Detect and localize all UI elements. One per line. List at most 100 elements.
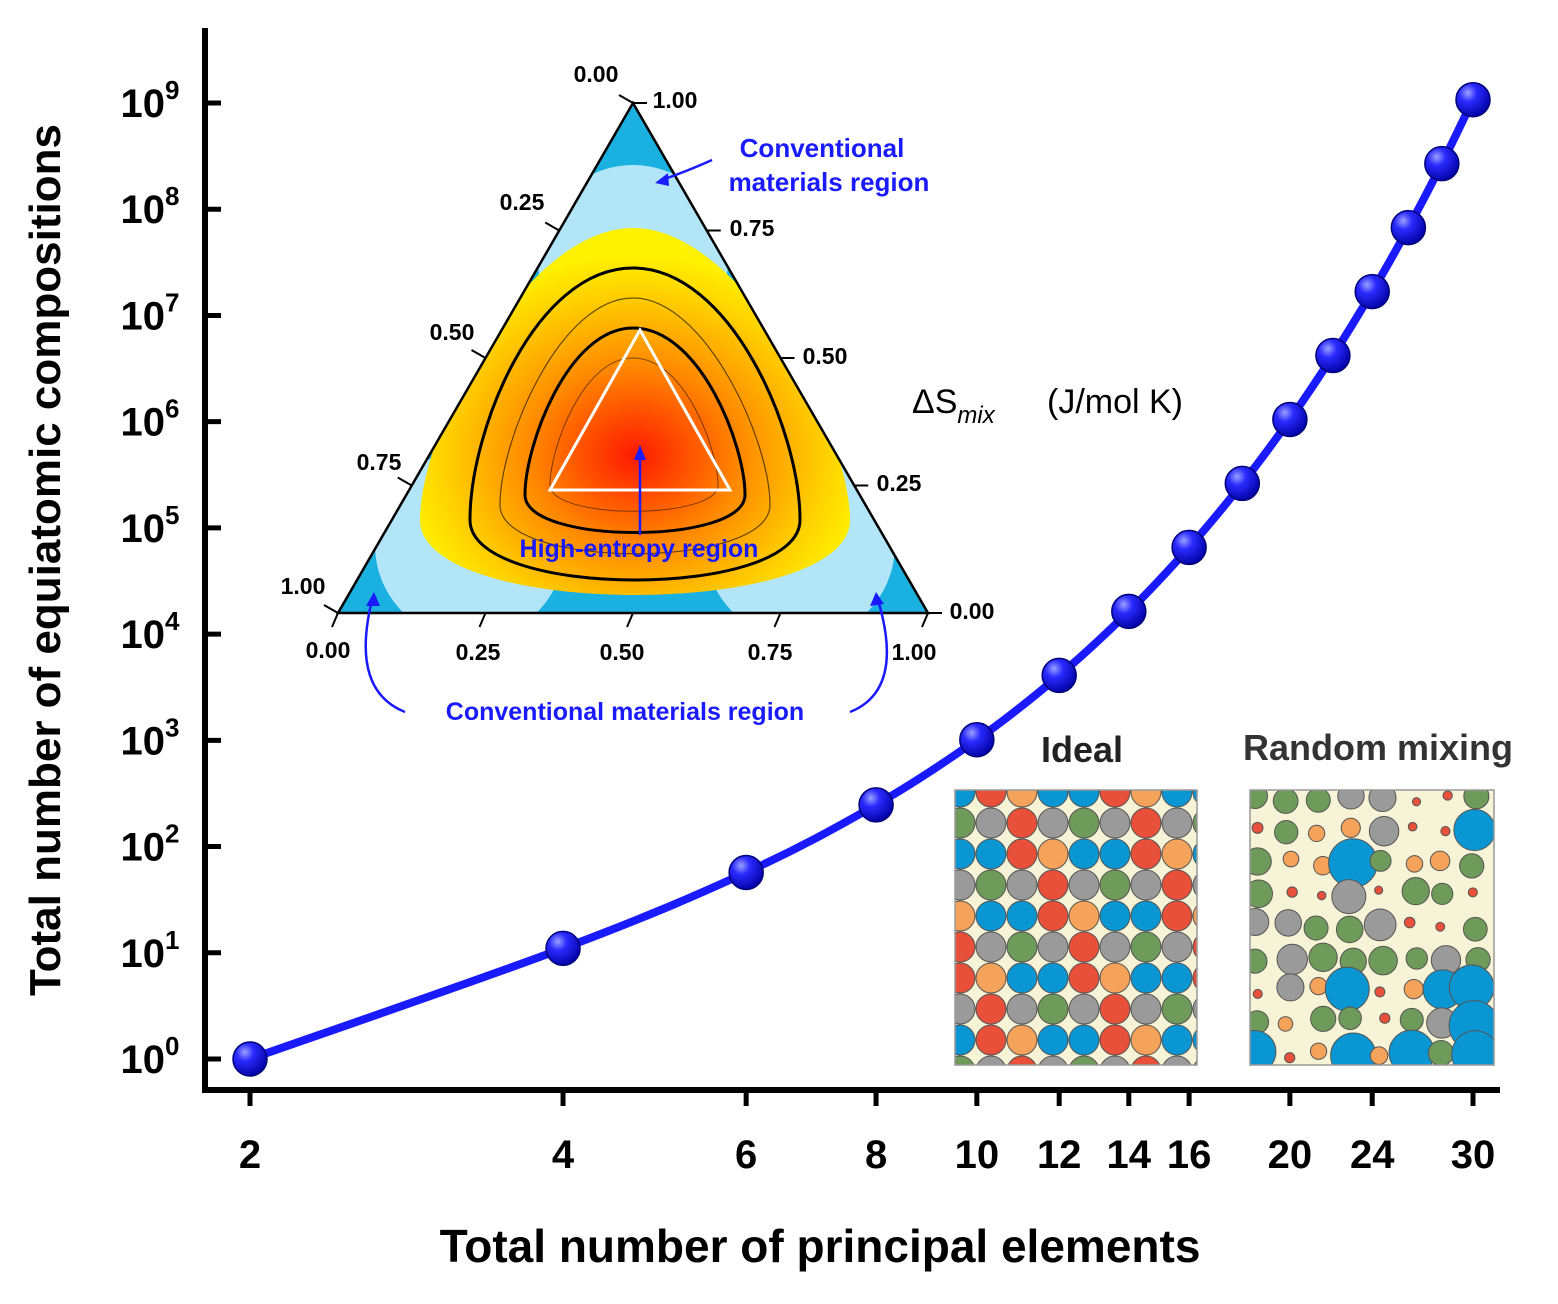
ideal-atom	[1099, 1024, 1131, 1056]
ideal-atom	[1068, 962, 1100, 994]
random-atom	[1250, 790, 1269, 810]
y-tick-label: 102	[121, 819, 180, 870]
data-point	[1224, 465, 1261, 502]
ideal-atom	[1161, 790, 1193, 808]
conventional-region-label-bottom: Conventional materials region	[446, 698, 804, 726]
random-atom	[1274, 819, 1299, 845]
ideal-atom	[1192, 1029, 1197, 1051]
high-entropy-region-label: High-entropy region	[520, 535, 759, 563]
ternary-right-tick-label: 1.00	[653, 87, 698, 113]
random-atom	[1309, 1042, 1328, 1060]
ternary-right-tick-label: 0.00	[950, 598, 995, 624]
data-point	[858, 787, 894, 823]
ternary-tick-marks	[323, 94, 942, 628]
x-tick-label: 12	[1037, 1133, 1082, 1177]
random-atom	[1250, 948, 1268, 974]
ternary-tick	[544, 221, 560, 232]
ideal-atom	[955, 931, 976, 963]
random-atom	[1330, 1032, 1377, 1065]
ideal-atom	[1192, 843, 1197, 865]
ternary-left-tick-label: 1.00	[281, 573, 326, 599]
ternary-tick	[618, 94, 634, 104]
x-tick-label: 20	[1268, 1133, 1313, 1177]
ideal-atom	[1068, 900, 1100, 932]
arrow-conventional-top-head	[655, 173, 669, 186]
ideal-atom	[1006, 962, 1038, 994]
random-atom	[1284, 1052, 1296, 1064]
ternary-tick	[921, 612, 929, 628]
data-point	[232, 1041, 268, 1077]
random-mixing-inset	[1249, 789, 1495, 1066]
arrow-conventional-bottom-left-head	[366, 592, 380, 606]
ideal-atom	[975, 993, 1007, 1025]
ideal-atom	[1099, 838, 1131, 870]
random-atom	[1324, 966, 1370, 1012]
ideal-atom	[1068, 993, 1100, 1025]
ideal-atom	[1006, 790, 1038, 808]
ideal-atom	[1161, 931, 1193, 963]
data-point	[1171, 529, 1207, 566]
y-tick-label: 109	[121, 75, 180, 126]
random-atom	[1379, 1012, 1391, 1024]
random-atom	[1250, 847, 1272, 876]
random-atom	[1276, 943, 1308, 976]
data-point	[545, 930, 581, 967]
random-atom	[1250, 908, 1270, 936]
ideal-atom	[1037, 900, 1069, 932]
random-atom	[1368, 815, 1400, 847]
entropy-contour-inner	[523, 326, 747, 534]
ideal-atom	[1068, 807, 1100, 839]
ideal-atom	[1162, 1055, 1192, 1065]
ideal-atom	[1161, 869, 1193, 901]
ideal-atom	[1006, 869, 1038, 901]
ideal-atom	[955, 1024, 976, 1056]
ideal-atom	[1068, 931, 1100, 963]
random-inset-border	[1249, 789, 1495, 1066]
ideal-atom	[955, 838, 976, 870]
random-atom	[1403, 916, 1416, 929]
random-atom	[1303, 915, 1329, 941]
data-point	[1041, 657, 1077, 694]
random-atom	[1251, 821, 1264, 834]
random-atom	[1316, 890, 1327, 901]
random-atom	[1250, 1029, 1277, 1065]
ideal-atom	[1192, 790, 1197, 803]
ideal-atom	[1099, 900, 1131, 932]
ternary-tick	[773, 612, 782, 628]
ideal-atom	[955, 900, 976, 932]
random-atom	[1363, 908, 1397, 942]
x-tick-label: 6	[735, 1133, 757, 1177]
ideal-atom	[955, 807, 976, 839]
ideal-atom	[1099, 790, 1131, 808]
random-atom	[1405, 947, 1428, 970]
random-atom	[1429, 850, 1451, 872]
y-tick-label: 106	[121, 394, 180, 445]
ideal-inset-title: Ideal	[1041, 729, 1123, 770]
ternary-bottom-tick-label: 1.00	[892, 639, 937, 665]
data-point	[1455, 81, 1491, 118]
data-point	[1315, 337, 1351, 374]
arrow-high-entropy-head	[634, 445, 646, 460]
random-atom	[1337, 790, 1365, 810]
ideal-atom	[1130, 790, 1162, 808]
ternary-bottom-tick-label: 0.25	[456, 639, 501, 665]
ternary-tick	[323, 604, 339, 614]
random-atom	[1401, 877, 1430, 906]
random-atom	[1435, 921, 1446, 932]
ideal-atom	[1161, 993, 1193, 1025]
ideal-atom	[1161, 807, 1193, 839]
entropy-contour-outer	[468, 266, 802, 582]
ideal-atom	[1069, 1055, 1099, 1065]
ideal-atom	[975, 807, 1007, 839]
ideal-atom	[975, 869, 1007, 901]
ideal-atom	[1099, 807, 1131, 839]
y-tick-label: 104	[121, 606, 181, 657]
random-atom	[1442, 790, 1453, 801]
random-atom	[1453, 808, 1494, 852]
y-tick-label: 107	[121, 287, 180, 338]
conventional-region-label-top: materials region	[729, 167, 930, 197]
data-point	[728, 854, 764, 891]
ideal-atom	[1130, 993, 1162, 1025]
random-mixing-inset-title: Random mixing	[1243, 727, 1513, 768]
